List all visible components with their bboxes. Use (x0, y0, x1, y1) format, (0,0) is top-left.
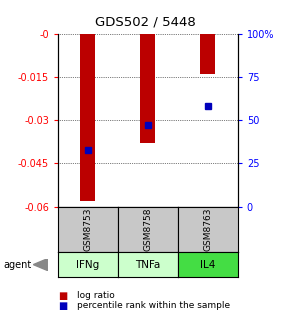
Text: GSM8763: GSM8763 (203, 208, 212, 251)
Text: log ratio: log ratio (77, 291, 115, 300)
Text: GSM8758: GSM8758 (143, 208, 153, 251)
Text: agent: agent (3, 260, 31, 269)
Text: IL4: IL4 (200, 260, 215, 269)
Text: ■: ■ (58, 291, 67, 301)
Text: TNFa: TNFa (135, 260, 161, 269)
Bar (80, 34, 95, 201)
Text: IFNg: IFNg (76, 260, 99, 269)
Text: percentile rank within the sample: percentile rank within the sample (77, 301, 230, 310)
Text: GSM8753: GSM8753 (84, 208, 93, 251)
Bar (140, 34, 155, 143)
Text: GDS502 / 5448: GDS502 / 5448 (95, 15, 195, 28)
Polygon shape (33, 259, 48, 271)
Bar (200, 34, 215, 74)
Text: ■: ■ (58, 301, 67, 311)
